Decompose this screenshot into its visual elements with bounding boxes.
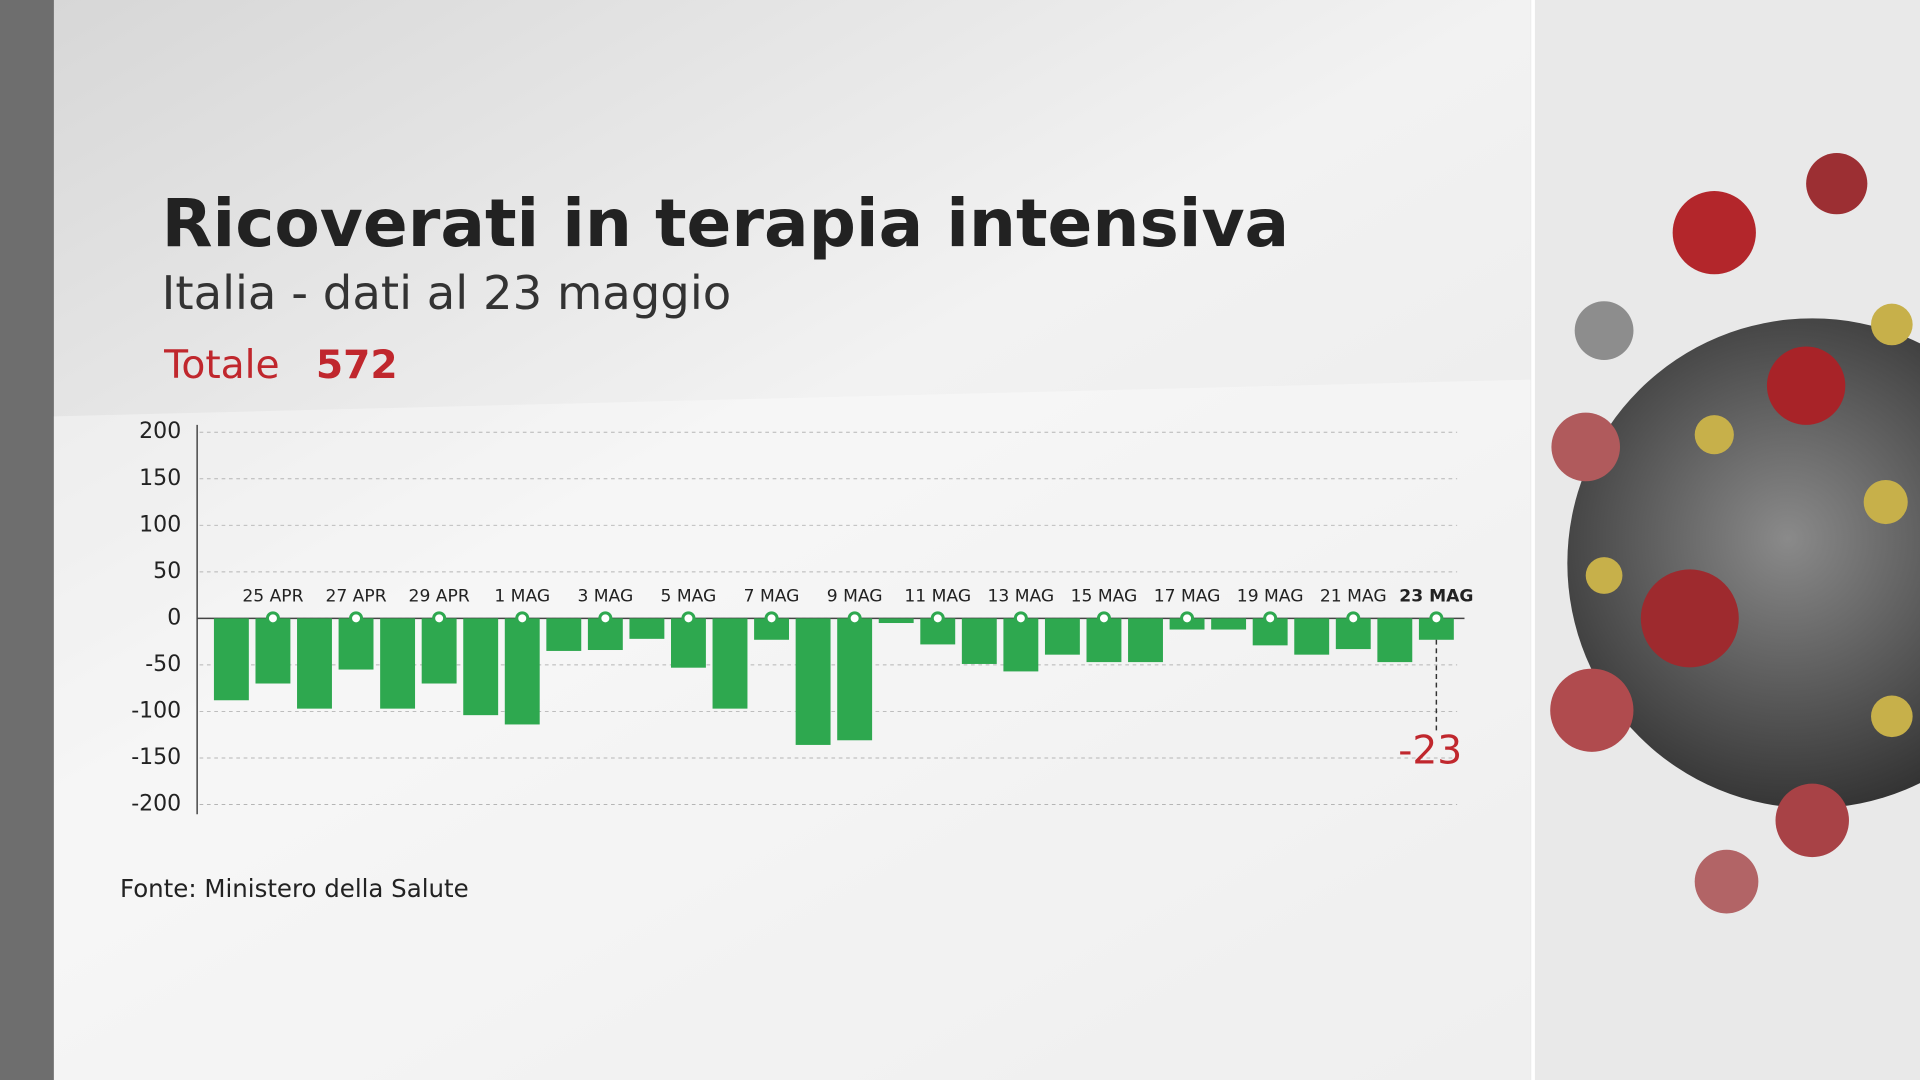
bar <box>421 618 457 684</box>
y-tick-label: 100 <box>139 512 181 537</box>
tick-dot <box>1180 611 1195 626</box>
bar <box>1377 618 1413 663</box>
x-tick-label: 7 MAG <box>744 586 800 606</box>
tick-dot <box>847 611 862 626</box>
x-tick-label: 15 MAG <box>1071 586 1138 606</box>
x-tick-label: 27 APR <box>325 586 386 606</box>
bar <box>463 618 499 716</box>
tick-dot <box>432 611 447 626</box>
bar <box>297 618 332 709</box>
tick-dot <box>1096 611 1111 626</box>
tick-dot <box>1429 611 1444 626</box>
total-label: Totale <box>163 343 280 388</box>
tick-dot <box>764 611 779 626</box>
y-tick-label: -50 <box>145 652 181 677</box>
tick-dot <box>681 611 696 626</box>
background-shade <box>53 379 1531 1081</box>
x-tick-label: 25 APR <box>242 586 303 606</box>
bar <box>1044 618 1080 655</box>
y-tick-label: -200 <box>131 791 181 816</box>
tick-dot <box>515 611 530 626</box>
x-tick-label: 11 MAG <box>904 586 971 606</box>
bar <box>1003 618 1039 672</box>
x-tick-label: 19 MAG <box>1237 586 1304 606</box>
tick-dot <box>930 611 945 626</box>
left-strip <box>0 0 54 1080</box>
highlight-value-label: -23 <box>1398 729 1462 774</box>
bar <box>712 618 748 709</box>
bar <box>878 618 914 624</box>
virus-illustration <box>1530 0 1920 1080</box>
bar <box>961 618 997 664</box>
tick-dot <box>265 611 280 626</box>
x-tick-label: 3 MAG <box>577 586 633 606</box>
x-tick-label: 23 MAG <box>1399 586 1473 606</box>
y-tick-label: 150 <box>139 466 181 491</box>
bar <box>1128 618 1163 663</box>
x-tick-label: 1 MAG <box>494 586 550 606</box>
bar <box>338 618 374 670</box>
bar <box>1294 618 1330 655</box>
bar <box>670 618 706 668</box>
x-tick-label: 21 MAG <box>1320 586 1387 606</box>
bar <box>1418 618 1454 640</box>
tick-dot <box>1346 611 1361 626</box>
chart-title: Ricoverati in terapia intensiva <box>162 185 1290 262</box>
bar <box>629 618 665 639</box>
tick-dot <box>348 611 364 626</box>
y-tick-label: 50 <box>153 559 181 584</box>
total-value: 572 <box>316 343 398 388</box>
bar <box>380 618 416 709</box>
y-tick-label: -100 <box>131 698 181 723</box>
x-tick-label: 29 APR <box>409 586 470 606</box>
bar <box>504 618 540 725</box>
y-tick-label: 0 <box>167 605 181 630</box>
y-tick-label: -150 <box>131 745 181 770</box>
bar <box>1211 618 1247 630</box>
bar <box>795 618 831 745</box>
tick-dot <box>598 611 613 626</box>
bar <box>837 618 873 741</box>
bar <box>546 618 582 651</box>
bar <box>1086 618 1122 663</box>
x-tick-label: 9 MAG <box>827 586 883 606</box>
x-tick-label: 13 MAG <box>988 586 1055 606</box>
tick-dot <box>1013 611 1028 626</box>
bar <box>255 618 291 684</box>
source: Fonte: Ministero della Salute <box>120 874 469 903</box>
bar <box>754 618 790 640</box>
x-tick-label: 17 MAG <box>1154 586 1221 606</box>
bar <box>213 618 249 701</box>
chart-subtitle: Italia - dati al 23 maggio <box>162 266 732 320</box>
x-tick-label: 5 MAG <box>661 586 717 606</box>
y-tick-label: 200 <box>139 419 181 444</box>
tick-dot <box>1263 611 1278 626</box>
